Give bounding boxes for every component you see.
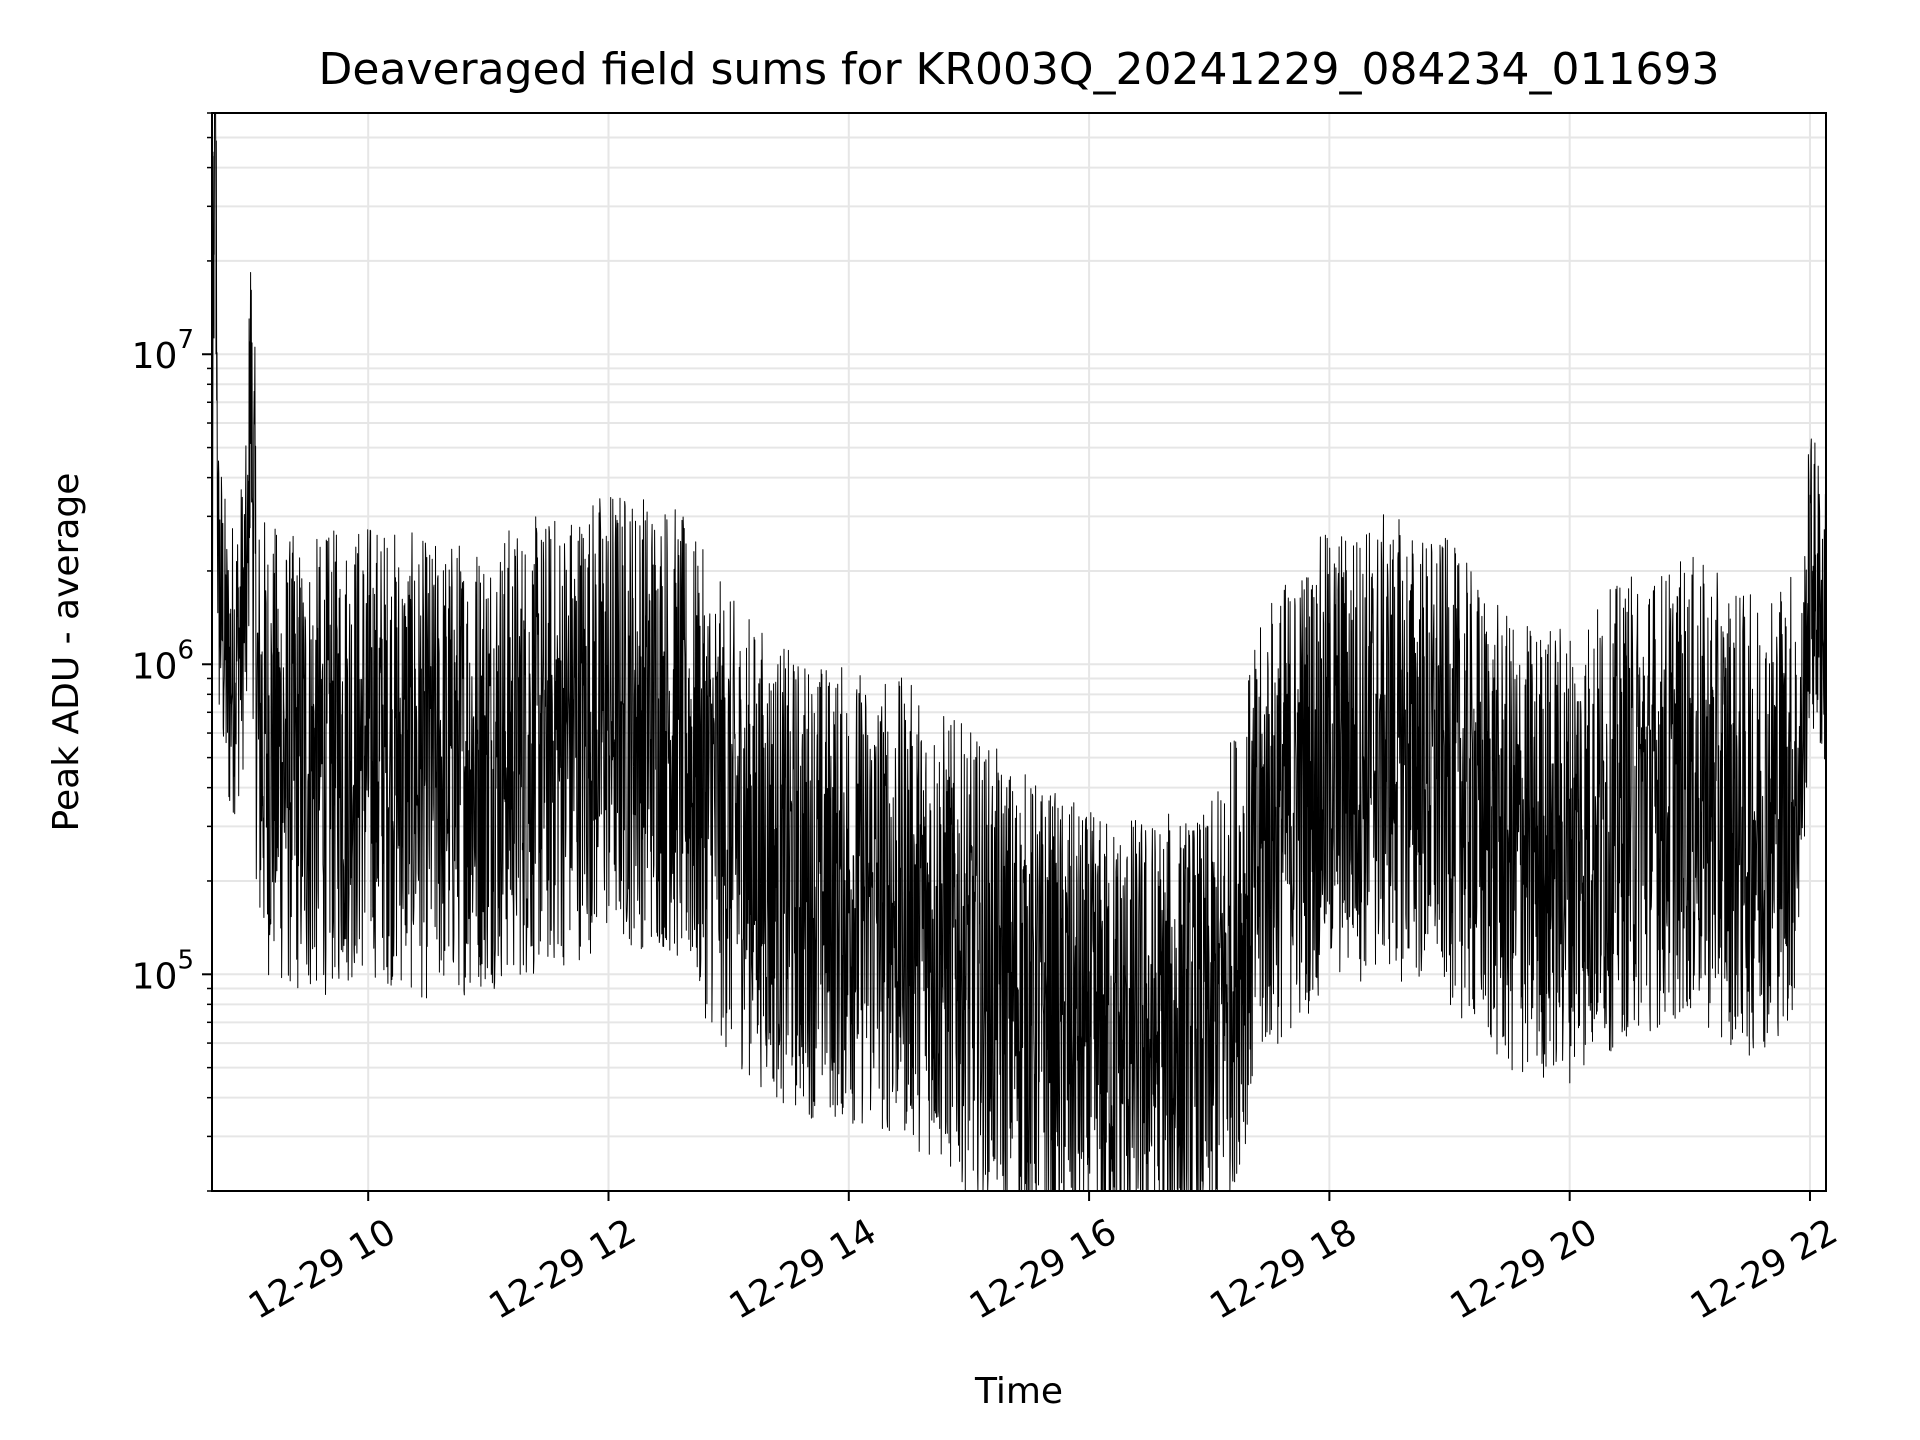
- y-tick-label: 106: [132, 635, 194, 687]
- x-tick-label: 12-29 14: [723, 1211, 884, 1327]
- x-tick-label: 12-29 18: [1203, 1211, 1364, 1327]
- x-tick-label: 12-29 22: [1684, 1211, 1845, 1327]
- x-axis: 12-29 10 12-29 12 12-29 14 12-29 16 12-29 18…: [242, 1191, 1844, 1328]
- x-axis-label: Time: [974, 1371, 1063, 1412]
- chart-title: Deaveraged field sums for KR003Q_2024122…: [319, 44, 1720, 95]
- x-tick-label: 12-29 16: [963, 1211, 1124, 1327]
- plot-frame: [211, 112, 1827, 1192]
- x-tick-label: 12-29 10: [242, 1211, 403, 1327]
- x-tick-label: 12-29 12: [482, 1211, 643, 1327]
- series-line: [211, 113, 1827, 1191]
- y-axis: 105 106 107: [132, 325, 212, 997]
- y-tick-label: 105: [132, 945, 194, 997]
- x-tick-label: 12-29 20: [1444, 1211, 1605, 1327]
- y-axis-label: Peak ADU - average: [46, 473, 87, 832]
- y-tick-label: 107: [132, 325, 194, 377]
